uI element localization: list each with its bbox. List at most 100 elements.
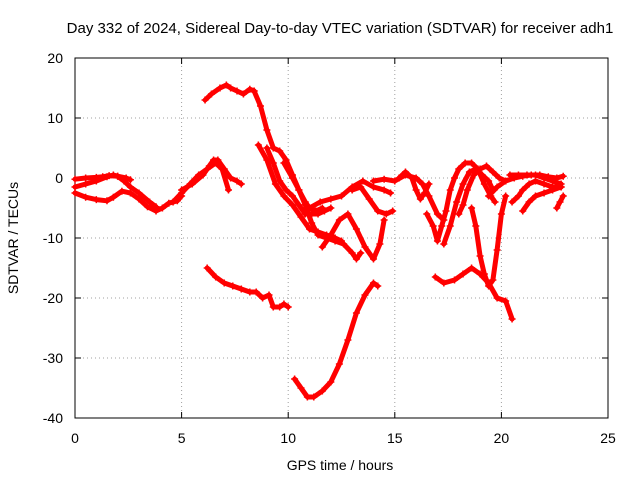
data-point: [361, 243, 369, 251]
data-point: [508, 198, 516, 206]
data-point: [380, 175, 388, 183]
data-point: [71, 189, 79, 197]
data-point: [220, 165, 228, 173]
data-point: [369, 279, 377, 287]
data-point: [92, 196, 100, 204]
data-point: [265, 291, 273, 299]
data-point: [263, 144, 271, 152]
data-point: [523, 171, 531, 179]
data-point: [252, 288, 260, 296]
data-point: [327, 378, 335, 386]
data-point: [269, 303, 277, 311]
data-point: [489, 276, 497, 284]
x-axis-label: GPS time / hours: [287, 457, 394, 473]
data-point: [122, 174, 130, 182]
data-point: [416, 195, 424, 203]
data-point: [135, 195, 143, 203]
data-point: [212, 273, 220, 281]
data-point: [493, 246, 501, 254]
data-point: [408, 174, 416, 182]
data-point: [269, 159, 277, 167]
axis-ticks: 0 5 10 15 20 25 -40 -30 -20 -10 0 10 20: [43, 50, 616, 446]
data-point: [369, 183, 377, 191]
data-point: [331, 237, 339, 245]
data-point: [476, 165, 484, 173]
y-tick-label: -40: [43, 410, 63, 426]
data-point: [105, 172, 113, 180]
data-point: [338, 192, 345, 200]
data-point: [540, 189, 548, 197]
data-point: [207, 90, 215, 98]
data-point: [361, 291, 369, 299]
data-point: [559, 172, 567, 180]
y-tick-label: -10: [43, 230, 63, 246]
data-point: [549, 186, 557, 194]
data-point: [497, 210, 505, 218]
data-point: [446, 186, 454, 194]
data-point: [514, 171, 522, 179]
series-arc-7: [204, 265, 291, 310]
data-point: [233, 177, 241, 185]
data-point: [269, 144, 277, 152]
data-point: [239, 90, 247, 98]
data-point: [297, 384, 305, 392]
data-point: [256, 102, 264, 110]
data-point: [335, 216, 343, 224]
data-point: [306, 225, 314, 233]
data-point: [519, 207, 527, 215]
data-point: [254, 141, 262, 149]
data-point: [433, 237, 441, 245]
data-point: [391, 177, 399, 185]
data-point: [233, 87, 241, 95]
series-arc-19: [432, 265, 515, 322]
data-point: [461, 159, 469, 167]
data-point: [455, 210, 463, 218]
data-point: [431, 273, 439, 281]
data-point: [525, 198, 533, 206]
data-point: [229, 282, 237, 290]
data-point: [335, 360, 343, 368]
data-point: [540, 180, 548, 188]
data-point: [237, 180, 245, 188]
data-point: [421, 189, 429, 197]
data-point: [146, 198, 154, 206]
data-point: [220, 279, 228, 287]
data-point: [557, 183, 565, 191]
data-point: [508, 315, 516, 323]
data-point: [357, 249, 365, 257]
data-point: [263, 156, 271, 164]
y-tick-label: 0: [55, 170, 63, 186]
data-point: [352, 255, 360, 263]
data-point: [308, 219, 316, 227]
data-point: [374, 282, 382, 290]
data-point: [263, 126, 271, 134]
data-point: [480, 180, 488, 188]
data-point: [480, 270, 488, 278]
data-point: [71, 183, 79, 191]
data-point: [369, 177, 377, 185]
data-point: [468, 264, 476, 272]
y-tick-label: 20: [47, 50, 63, 66]
data-point: [188, 180, 196, 188]
data-point: [425, 180, 433, 188]
data-point: [472, 222, 480, 230]
data-point: [246, 288, 254, 296]
y-tick-label: 10: [47, 110, 63, 126]
data-point: [297, 213, 305, 221]
data-point: [82, 193, 90, 201]
data-point: [237, 285, 245, 293]
data-point: [280, 300, 288, 308]
data-point: [259, 294, 267, 302]
data-point: [344, 336, 352, 344]
data-point: [493, 294, 501, 302]
data-point: [295, 201, 303, 209]
data-point: [455, 165, 463, 173]
data-point: [485, 282, 493, 290]
data-point: [214, 156, 222, 164]
series-group: [71, 81, 567, 401]
data-point: [92, 173, 100, 181]
data-point: [489, 168, 497, 176]
data-point: [470, 171, 478, 179]
data-point: [468, 204, 476, 212]
data-point: [143, 203, 151, 211]
